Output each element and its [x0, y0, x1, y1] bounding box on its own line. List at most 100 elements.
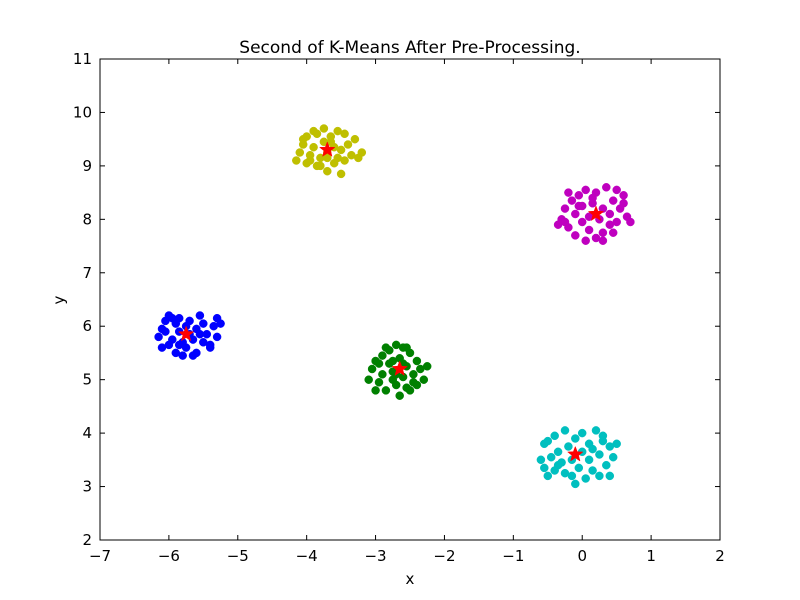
cluster-2-point	[395, 391, 404, 400]
cluster-4-point	[608, 196, 618, 205]
cluster-4-point	[581, 185, 590, 195]
cluster-4-point	[588, 193, 597, 203]
cluster-5-point	[574, 463, 584, 473]
plot-points	[154, 124, 635, 489]
centroid-5-marker	[567, 445, 584, 462]
x-tick-label: −1	[502, 547, 524, 565]
cluster-5-point	[608, 452, 618, 462]
cluster-5-point	[550, 431, 559, 441]
cluster-5-point	[571, 479, 580, 489]
cluster-4-point	[574, 191, 584, 200]
cluster-2-point	[381, 343, 391, 352]
cluster-2-point	[412, 356, 422, 366]
cluster-2-point	[402, 343, 411, 352]
cluster-2-point	[391, 380, 401, 390]
cluster-1-point	[178, 351, 187, 360]
y-tick-label: 4	[82, 424, 92, 442]
y-tick-label: 6	[82, 317, 92, 335]
cluster-3-point	[292, 156, 301, 165]
cluster-1-point	[212, 332, 222, 342]
cluster-3-point	[340, 156, 349, 165]
cluster-2-point	[412, 380, 422, 390]
y-tick-label: 7	[82, 264, 92, 282]
cluster-2-point	[378, 351, 387, 360]
cluster-4-point	[626, 217, 635, 227]
cluster-4-point	[598, 228, 608, 237]
cluster-5-point	[595, 471, 604, 481]
x-tick-label: 0	[577, 547, 587, 565]
cluster-4-point	[602, 183, 611, 192]
cluster-1-point	[168, 335, 177, 344]
cluster-5-point	[605, 471, 615, 481]
cluster-4-point	[581, 236, 590, 245]
cluster-4-point	[560, 204, 570, 213]
cluster-4-point	[608, 228, 618, 237]
cluster-2-point	[405, 386, 415, 395]
x-tick-label: −2	[433, 547, 455, 565]
cluster-5-point	[543, 471, 553, 481]
cluster-3-point	[350, 134, 360, 144]
cluster-5-point	[543, 436, 553, 446]
cluster-1-point	[185, 316, 194, 326]
cluster-2-point	[367, 364, 377, 374]
cluster-5-point	[571, 434, 580, 443]
cluster-3-point	[343, 140, 353, 149]
y-axis-label: y	[50, 295, 68, 304]
cluster-2-point	[381, 386, 391, 395]
cluster-3-point	[298, 134, 308, 144]
centroid-4-marker	[587, 205, 605, 222]
cluster-4-point	[619, 199, 628, 208]
cluster-4-point	[560, 217, 570, 227]
cluster-3-point	[357, 148, 367, 157]
cluster-1-point	[174, 340, 184, 350]
y-tick-label: 2	[82, 531, 92, 549]
centroids	[177, 141, 605, 462]
cluster-5-point	[581, 474, 590, 483]
y-tick-label: 3	[82, 478, 92, 496]
cluster-4-point	[571, 209, 580, 219]
centroid-1-marker	[177, 325, 195, 342]
cluster-2-point	[378, 370, 387, 379]
cluster-4-point	[612, 217, 621, 227]
cluster-5-point	[553, 460, 563, 470]
cluster-2-point	[422, 362, 432, 371]
cluster-3-point	[305, 156, 315, 165]
cluster-3-point	[326, 137, 336, 147]
cluster-5-point	[577, 428, 587, 438]
cluster-5-point	[595, 450, 604, 459]
cluster-1-point	[205, 340, 215, 350]
x-tick-label: −3	[364, 547, 386, 565]
cluster-5-point	[567, 471, 577, 481]
cluster-3-point	[323, 166, 332, 176]
x-tick-label: −6	[158, 547, 180, 565]
cluster-4-point	[574, 201, 584, 211]
cluster-4-point	[612, 185, 621, 195]
cluster-5-point	[598, 431, 608, 441]
cluster-2-point	[371, 386, 380, 395]
cluster-2-point	[374, 359, 384, 368]
cluster-3-point	[323, 153, 332, 163]
x-axis-label: x	[406, 570, 415, 588]
y-tick-label: 5	[82, 371, 92, 389]
cluster-4-point	[619, 191, 628, 200]
y-tick-label: 9	[82, 157, 92, 175]
cluster-2-point	[388, 356, 398, 366]
cluster-3-point	[295, 148, 305, 157]
y-tick-label: 8	[82, 210, 92, 228]
cluster-5-point	[591, 426, 601, 435]
cluster-1-point	[195, 311, 205, 320]
x-tick-label: 2	[715, 547, 725, 565]
x-tick-label: −4	[296, 547, 318, 565]
cluster-3-point	[340, 129, 349, 139]
cluster-4-point	[564, 188, 573, 197]
cluster-3-point	[316, 161, 325, 171]
cluster-3-point	[336, 145, 346, 155]
cluster-5-point	[602, 460, 611, 470]
cluster-4-point	[598, 204, 608, 213]
x-tick-label: −5	[227, 547, 249, 565]
y-tick-label: 11	[73, 50, 92, 68]
y-axis: 2 3 4 5 6 7 8 9 10 11	[73, 50, 720, 549]
cluster-3-point	[309, 126, 318, 136]
cluster-4-point	[605, 209, 615, 219]
cluster-1-point	[168, 313, 177, 323]
